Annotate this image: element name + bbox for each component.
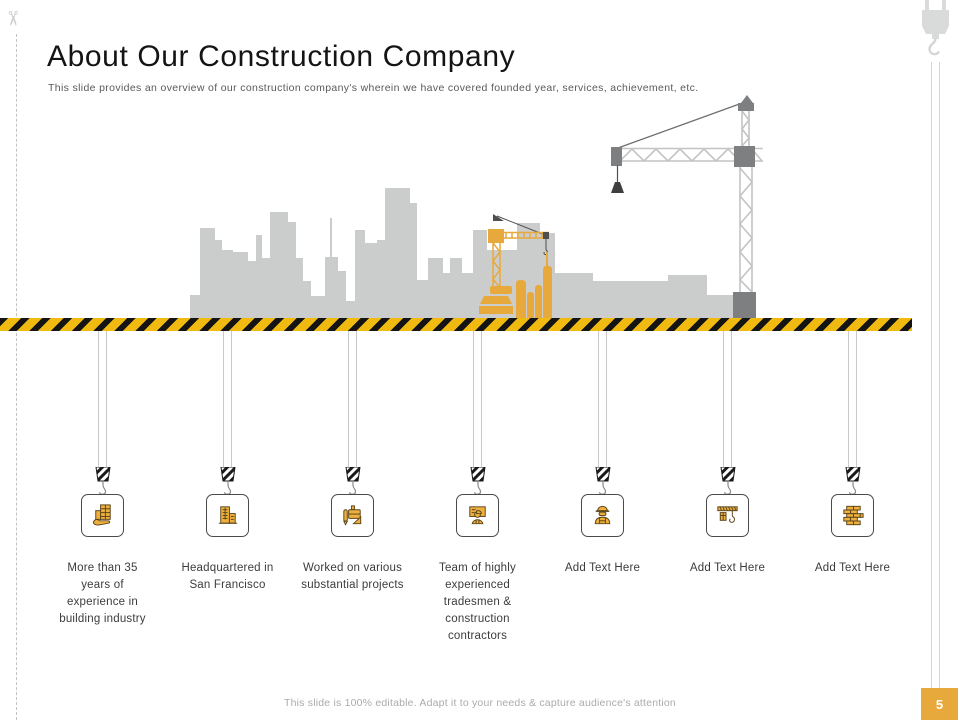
crane-hook-icon bbox=[719, 467, 736, 495]
icon-box bbox=[81, 494, 124, 537]
hazard-stripe-bar bbox=[0, 318, 912, 331]
hanging-item-4: Team of highly experienced tradesmen & c… bbox=[415, 331, 540, 645]
footer-note: This slide is 100% editable. Adapt it to… bbox=[284, 697, 676, 709]
crane-rope bbox=[598, 331, 607, 468]
crane-rope bbox=[223, 331, 232, 468]
construction-worker-icon bbox=[594, 505, 611, 525]
hanging-item-5: Add Text Here bbox=[540, 331, 665, 577]
cut-dashed-line bbox=[16, 34, 17, 720]
icon-box bbox=[456, 494, 499, 537]
crane-rope bbox=[723, 331, 732, 468]
crane-hook-icon bbox=[469, 467, 486, 495]
scissors-icon: ✂ bbox=[0, 10, 23, 27]
item-label: Headquartered in San Francisco bbox=[181, 562, 274, 591]
crane-rope bbox=[848, 331, 857, 468]
crane-rope bbox=[98, 331, 107, 468]
crane-hook-icon bbox=[219, 467, 236, 495]
icon-box bbox=[706, 494, 749, 537]
item-label: More than 35 years of experience in buil… bbox=[59, 562, 146, 625]
crane-rope bbox=[348, 331, 357, 468]
yellow-buildings bbox=[516, 252, 552, 318]
building-in-hand-icon bbox=[92, 504, 111, 526]
corner-crane-rope bbox=[931, 62, 940, 689]
item-label: Add Text Here bbox=[814, 562, 891, 574]
brick-wall-icon bbox=[843, 505, 864, 526]
icon-box bbox=[581, 494, 624, 537]
construction-machine-icon bbox=[343, 505, 362, 526]
crane-hook-icon bbox=[94, 467, 111, 495]
crane-rope bbox=[473, 331, 482, 468]
icon-box bbox=[206, 494, 249, 537]
hanging-item-3: Worked on various substantial projects bbox=[290, 331, 415, 594]
corner-crane-hook-icon bbox=[922, 0, 949, 56]
worker-presentation-icon bbox=[469, 506, 486, 525]
crane-hook-icon bbox=[844, 467, 861, 495]
item-label: Add Text Here bbox=[689, 562, 766, 574]
small-yellow-crane bbox=[479, 214, 552, 318]
item-label: Team of highly experienced tradesmen & c… bbox=[439, 562, 516, 642]
crane-hook-icon bbox=[594, 467, 611, 495]
construction-skyline-scene bbox=[190, 95, 764, 318]
large-crane bbox=[611, 95, 764, 318]
hanging-item-1: More than 35 years of experience in buil… bbox=[40, 331, 165, 628]
page-subtitle: This slide provides an overview of our c… bbox=[48, 82, 699, 94]
icon-box bbox=[831, 494, 874, 537]
crane-pulley-icon bbox=[717, 506, 738, 523]
item-label: Add Text Here bbox=[564, 562, 641, 574]
city-skyline-silhouette bbox=[190, 188, 735, 318]
item-label: Worked on various substantial projects bbox=[301, 562, 404, 591]
hanging-item-6: Add Text Here bbox=[665, 331, 790, 577]
crane-hook-icon bbox=[344, 467, 361, 495]
hanging-item-7: Add Text Here bbox=[790, 331, 915, 577]
icon-box bbox=[331, 494, 374, 537]
headquarters-buildings-icon bbox=[218, 506, 238, 524]
page-number-badge: 5 bbox=[921, 688, 958, 720]
page-title: About Our Construction Company bbox=[47, 40, 516, 73]
hanging-item-2: Headquartered in San Francisco bbox=[165, 331, 290, 594]
